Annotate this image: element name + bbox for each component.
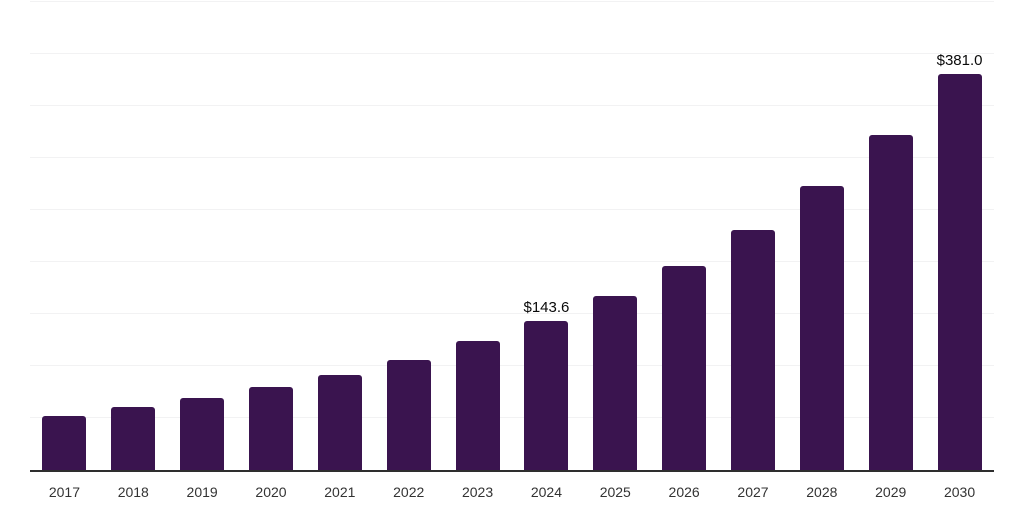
x-tick-label-2019: 2019 [186,484,218,500]
x-tick-label-2026: 2026 [668,484,700,500]
gridline [30,417,994,418]
x-tick-label-2023: 2023 [461,484,494,500]
bar-2027[interactable] [731,229,775,470]
x-tick-label-2024: 2024 [530,484,562,500]
bar-2021[interactable] [317,374,362,470]
x-axis-labels: 2017 2018 2019 2020 2021 2022 2023 2024 2025 2026… [30,478,994,506]
bar-2029[interactable] [868,134,913,470]
gridline [30,53,994,54]
bar-2025[interactable] [593,295,638,470]
x-tick-label-2028: 2028 [806,484,838,500]
x-tick-label-2022: 2022 [393,484,425,500]
x-tick-label-2025: 2025 [599,484,631,500]
gridline [30,365,994,366]
x-tick-label-2027: 2027 [737,484,769,500]
x-tick-label-2018: 2018 [117,484,149,500]
gridline [30,157,994,158]
bar-2026[interactable] [662,265,707,470]
bar-2017[interactable] [42,415,87,470]
x-axis-line [30,470,994,472]
bar-2020[interactable] [249,387,293,470]
bar-2022[interactable] [386,359,431,470]
bar-2024[interactable] [524,320,569,470]
bar-2023[interactable] [455,340,500,470]
data-label-2030: $381.0 [936,51,983,69]
x-tick-label-2030: 2030 [943,484,976,500]
bar-2028[interactable] [799,186,844,470]
plot-area: $143.6 $381.0 [30,0,994,470]
x-tick-label-2021: 2021 [324,484,356,500]
gridline [30,1,994,2]
gridline [30,105,994,106]
x-tick-label-2029: 2029 [875,484,907,500]
bar-2019[interactable] [180,397,225,470]
gridline [30,261,994,262]
x-tick-label-2020: 2020 [255,484,287,500]
bar-2018[interactable] [111,407,156,470]
bar-2030[interactable] [937,73,982,470]
data-label-2024: $143.6 [523,298,570,316]
gridline [30,313,994,314]
gridline [30,209,994,210]
x-tick-label-2017: 2017 [48,484,80,500]
